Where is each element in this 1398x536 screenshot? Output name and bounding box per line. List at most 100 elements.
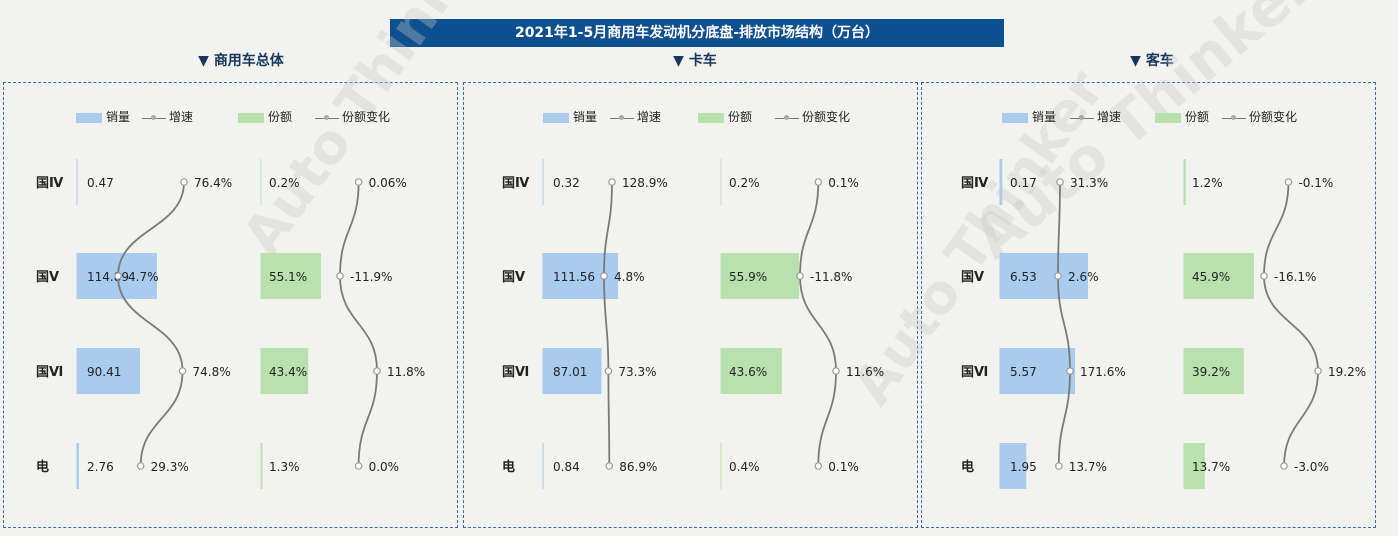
share-label: 39.2%	[1192, 365, 1230, 379]
share-change-point	[354, 178, 363, 186]
share-change-label: -11.8%	[810, 270, 852, 284]
sales-label: 6.53	[1010, 270, 1037, 284]
share-change-point	[1260, 272, 1268, 280]
share-label: 0.2%	[269, 176, 300, 190]
legend-share-change: 份额变化	[775, 108, 850, 125]
share-change-point	[814, 462, 823, 470]
share-change-label: 0.1%	[828, 176, 859, 190]
share-change-point	[354, 462, 363, 470]
growth-point	[605, 462, 614, 470]
growth-point	[114, 272, 122, 280]
sales-bar	[543, 348, 602, 394]
share-change-point	[336, 272, 344, 280]
growth-label: 73.3%	[618, 365, 656, 379]
share-label: 1.2%	[1192, 176, 1223, 190]
share-change-label: -11.9%	[350, 270, 392, 284]
legend-share: 份额	[698, 108, 752, 125]
legend-growth: 增速	[1070, 108, 1121, 125]
panel-title-bus: ▼ 客车	[1130, 53, 1174, 69]
share-label: 0.4%	[729, 460, 760, 474]
legend-share: 份额	[238, 108, 292, 125]
category-label: 电	[502, 459, 515, 475]
sales-bar	[543, 443, 544, 489]
share-bar	[1184, 253, 1254, 299]
share-change-line	[799, 181, 837, 467]
growth-point	[608, 178, 616, 186]
growth-label: 31.3%	[1070, 176, 1108, 190]
share-change-point	[814, 178, 823, 186]
share-change-label: 11.6%	[846, 365, 884, 379]
growth-label: 13.7%	[1069, 460, 1107, 474]
share-bar	[1184, 159, 1186, 205]
share-change-point	[832, 367, 840, 375]
growth-point	[1056, 178, 1064, 186]
growth-point	[1054, 462, 1063, 470]
growth-point	[600, 272, 608, 280]
share-label: 55.1%	[269, 270, 307, 284]
growth-point	[136, 462, 145, 470]
legend-growth: 增速	[142, 108, 193, 125]
share-bar	[1184, 443, 1205, 489]
share-change-point	[796, 272, 804, 280]
share-bar	[261, 253, 321, 299]
category-label: 电	[961, 459, 974, 475]
growth-label: 128.9%	[622, 176, 668, 190]
category-label: 国Ⅵ	[36, 365, 63, 380]
share-bar	[261, 443, 263, 489]
growth-point	[1054, 272, 1062, 280]
category-label: 国Ⅴ	[961, 270, 984, 285]
growth-line	[1057, 181, 1071, 467]
growth-label: 29.3%	[151, 460, 189, 474]
legends: 销量 增速 份额 份额变化 销量 增速 份额 份额变化 销量 增速 份额 份额变…	[0, 108, 1398, 124]
share-change-point	[1284, 178, 1293, 186]
share-change-point	[373, 367, 381, 375]
growth-label: 4.8%	[614, 270, 645, 284]
share-change-label: 11.8%	[387, 365, 425, 379]
sales-label: 2.76	[87, 460, 114, 474]
share-bar	[721, 253, 799, 299]
sales-label: 87.01	[553, 365, 587, 379]
share-bar	[721, 443, 722, 489]
legend-share-change: 份额变化	[315, 108, 390, 125]
growth-point	[604, 367, 613, 375]
share-label: 55.9%	[729, 270, 767, 284]
share-change-point	[1314, 367, 1322, 375]
growth-point	[1066, 367, 1074, 375]
share-change-label: 0.0%	[369, 460, 400, 474]
share-change-label: -3.0%	[1294, 460, 1329, 474]
sales-label: 114.89	[87, 270, 129, 284]
growth-label: 74.8%	[193, 365, 231, 379]
category-label: 国Ⅳ	[961, 176, 989, 191]
share-label: 0.2%	[729, 176, 760, 190]
sales-label: 0.47	[87, 176, 114, 190]
growth-label: 4.7%	[128, 270, 159, 284]
share-change-label: -0.1%	[1298, 176, 1333, 190]
sales-bar	[77, 348, 140, 394]
sales-label: 1.95	[1010, 460, 1037, 474]
share-change-label: 19.2%	[1328, 365, 1366, 379]
share-change-label: 0.1%	[828, 460, 859, 474]
share-change-label: -16.1%	[1274, 270, 1316, 284]
legend-growth: 增速	[610, 108, 661, 125]
sales-label: 0.32	[553, 176, 580, 190]
legend-sales: 销量	[76, 108, 130, 125]
sales-bar	[77, 443, 79, 489]
category-label: 国Ⅵ	[961, 365, 988, 380]
growth-point	[178, 367, 187, 375]
share-change-line	[339, 181, 378, 467]
panel-title-total: ▼ 商用车总体	[198, 53, 284, 69]
sales-label: 90.41	[87, 365, 121, 379]
sales-label: 0.17	[1010, 176, 1037, 190]
sales-label: 5.57	[1010, 365, 1037, 379]
share-label: 13.7%	[1192, 460, 1230, 474]
sales-bar	[1000, 443, 1027, 489]
category-label: 国Ⅳ	[502, 176, 530, 191]
share-change-line	[1263, 181, 1319, 467]
share-bar	[721, 348, 782, 394]
chart-title: 2021年1-5月商用车发动机分底盘-排放市场结构（万台）	[390, 19, 1004, 47]
legend-share: 份额	[1155, 108, 1209, 125]
legend-share-change: 份额变化	[1222, 108, 1297, 125]
growth-line	[117, 181, 185, 467]
sales-bar	[1000, 253, 1088, 299]
